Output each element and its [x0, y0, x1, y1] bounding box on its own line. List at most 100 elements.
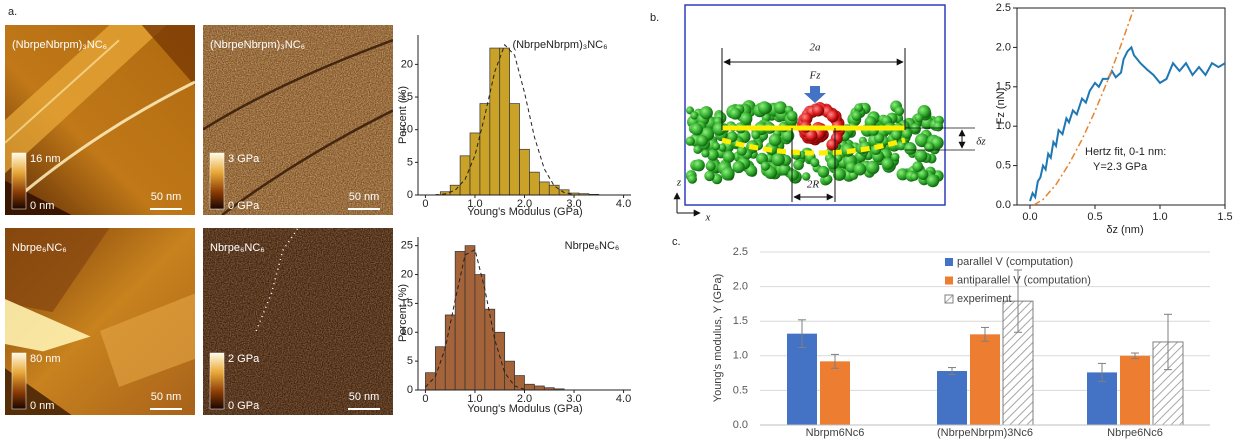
molecule-atom	[699, 106, 713, 120]
molecule-atom	[896, 168, 909, 181]
fit-line	[435, 43, 575, 196]
panel-label: c.	[672, 236, 681, 248]
legend-label: antiparallel V (computation)	[957, 274, 1091, 286]
x-tick-label: Nbrpe6Nc6	[1107, 427, 1163, 439]
scale-bar-label: 50 nm	[151, 391, 182, 403]
chart-title: (NbrpeNbrpm)₃NC₆	[512, 39, 607, 51]
y-tick-label: 20	[401, 58, 413, 70]
x-axis-label: δz (nm)	[1106, 224, 1143, 236]
annotation: Y=2.3 GPa	[1093, 161, 1148, 173]
colorbar-max: 3 GPa	[228, 153, 260, 165]
colorbar	[209, 352, 225, 410]
data-line	[1033, 8, 1135, 205]
bar	[514, 375, 525, 391]
bar	[454, 251, 466, 391]
y-tick-label: 10	[401, 124, 413, 136]
indenter-atom	[805, 129, 818, 142]
molecule-atom	[692, 159, 705, 172]
colorbar-min: 0 GPa	[228, 200, 260, 212]
colorbar-min: 0 nm	[30, 200, 54, 212]
bar	[484, 308, 496, 391]
afm-title: (NbrpeNbrpm)₃NC₆	[12, 39, 107, 51]
simulation: 2a Fz 2R	[684, 4, 946, 206]
molecule-atom	[910, 172, 919, 181]
molecule-atom	[781, 129, 795, 143]
molecule-atom	[793, 159, 804, 171]
molecule-atom	[722, 150, 735, 163]
x-tick-label: 0	[422, 198, 428, 210]
molecule-atom	[904, 142, 917, 155]
colorbar	[11, 352, 27, 410]
afm-terrace	[5, 299, 91, 352]
data-line	[1029, 45, 1225, 202]
x-tick-label: 2.0	[517, 198, 532, 210]
colorbar-max: 2 GPa	[228, 353, 260, 365]
y-tick-label: 2.5	[996, 2, 1011, 14]
scale-bar-label: 50 nm	[151, 191, 182, 203]
bar	[787, 333, 817, 425]
y-tick-label: 5	[407, 355, 413, 367]
molecule-atom	[914, 113, 924, 123]
molecule-atom	[690, 111, 699, 120]
colorbar-min: 0 nm	[30, 400, 54, 412]
y-tick-label: 0.0	[996, 199, 1011, 211]
bar	[529, 171, 540, 196]
bar	[434, 346, 446, 391]
x-tick-label: 0.5	[1087, 211, 1102, 223]
bar	[519, 148, 530, 196]
colorbar	[11, 152, 27, 210]
molecule-atom	[914, 149, 928, 163]
molecule-atom	[718, 143, 727, 152]
bar	[444, 314, 456, 391]
molecule-atom	[771, 152, 785, 167]
chart-title: Nbrpe₆NC₆	[565, 240, 620, 252]
colorbar-max: 80 nm	[30, 353, 61, 365]
indent-label: δz	[976, 136, 986, 148]
y-tick-label: 25	[401, 240, 413, 252]
y-tick-label: 1.5	[996, 81, 1011, 93]
molecule-atom	[865, 160, 880, 175]
molecule-atom	[854, 103, 864, 113]
bar	[494, 331, 506, 391]
molecule-atom	[701, 149, 710, 158]
y-tick-label: 0	[407, 384, 413, 396]
afm-speckle	[255, 228, 299, 332]
y-axis-label: Young's modulus, Y (GPa)	[712, 274, 724, 402]
bar	[1120, 355, 1150, 425]
radius-label: 2R	[807, 179, 820, 191]
molecule-atom	[933, 121, 944, 132]
indenter-atom	[826, 138, 839, 151]
afm-image	[5, 25, 195, 215]
afm-terrace	[100, 293, 195, 387]
colorbar-min: 0 GPa	[228, 400, 260, 412]
x-tick-label: 1.0	[467, 393, 482, 405]
afm-image	[203, 228, 393, 415]
x-tick-label: 3.0	[566, 198, 581, 210]
legend-swatch	[945, 258, 953, 266]
scale-bar-label: 50 nm	[349, 391, 380, 403]
y-tick-label: 2.0	[996, 41, 1011, 53]
afm-image	[203, 25, 393, 215]
y-tick-label: 0	[407, 189, 413, 201]
molecule-atom	[901, 128, 913, 139]
axis-x-label: x	[705, 212, 711, 224]
molecule-atom	[704, 170, 715, 182]
afm-title: Nbrpe₆NC₆	[12, 242, 67, 254]
x-tick-label: 4.0	[616, 393, 631, 405]
molecule-atom	[897, 141, 907, 151]
molecule-atom	[894, 106, 905, 116]
bar	[534, 385, 545, 391]
x-tick-label: 0	[422, 393, 428, 405]
molecule-atom	[853, 162, 867, 176]
afm-texture	[203, 228, 393, 415]
molecule-atom	[810, 157, 820, 168]
molecule-atom	[706, 149, 719, 161]
y-tick-label: 0.5	[733, 384, 748, 396]
molecule-atom	[774, 101, 787, 115]
width-label: 2a	[810, 42, 822, 54]
molecule-atom	[917, 169, 929, 180]
molecule-atom	[802, 172, 811, 181]
afm-texture	[203, 25, 393, 215]
